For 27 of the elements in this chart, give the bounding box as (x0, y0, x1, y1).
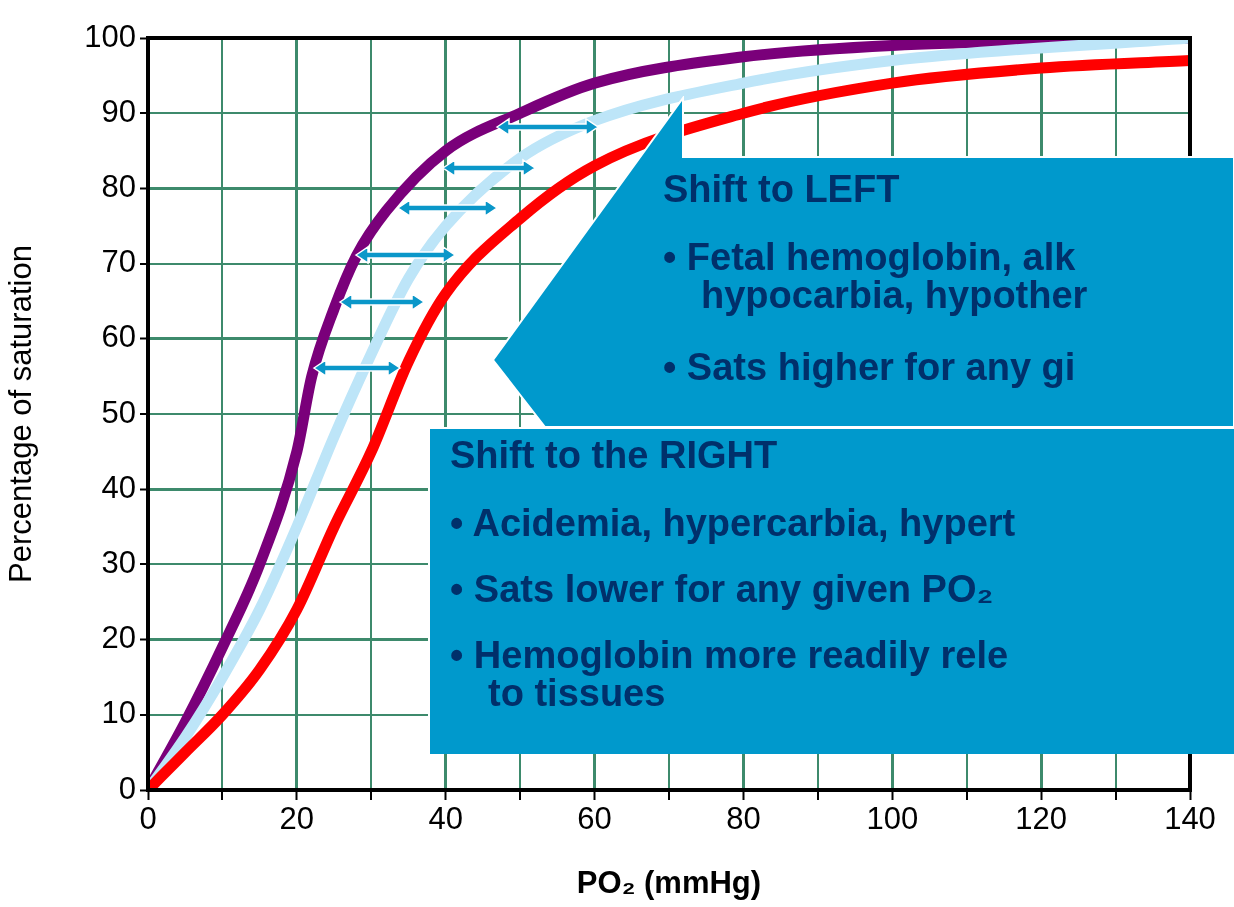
annotation: • Sats lower for any given PO₂ (450, 568, 995, 610)
x-tick-label: 100 (866, 801, 919, 837)
y-tick-label: 60 (101, 319, 136, 355)
y-tick-label: 30 (101, 544, 136, 580)
annotation: • Fetal hemoglobin, alk (663, 236, 1077, 278)
x-tick-label: 120 (1015, 801, 1068, 837)
annotation: • Sats higher for any gi (663, 346, 1077, 388)
x-axis-title: PO₂ (mmHg) (576, 864, 762, 900)
x-tick-label: 60 (577, 801, 612, 837)
y-tick-label: 70 (101, 244, 136, 280)
x-tick-label: 20 (279, 801, 315, 837)
x-tick-label: 140 (1164, 801, 1216, 837)
y-tick-label: 20 (101, 620, 136, 656)
y-tick-label: 10 (101, 695, 136, 731)
annotation: • Hemoglobin more readily rele (450, 634, 1010, 676)
x-tick-label: 40 (428, 801, 463, 837)
y-axis-title: Percentage of saturation (3, 245, 39, 583)
annotation: • Acidemia, hypercarbia, hypert (450, 502, 1016, 544)
y-tick-label: 90 (101, 93, 136, 129)
y-tick-label: 100 (84, 18, 136, 54)
x-tick-label: 80 (726, 801, 761, 837)
y-tick-label: 80 (101, 168, 136, 204)
annotation: Shift to LEFT (663, 168, 901, 210)
y-tick-label: 40 (101, 469, 136, 505)
annotation: Shift to the RIGHT (450, 434, 779, 476)
y-tick-label: 0 (118, 770, 136, 806)
y-tick-label: 50 (101, 394, 136, 430)
